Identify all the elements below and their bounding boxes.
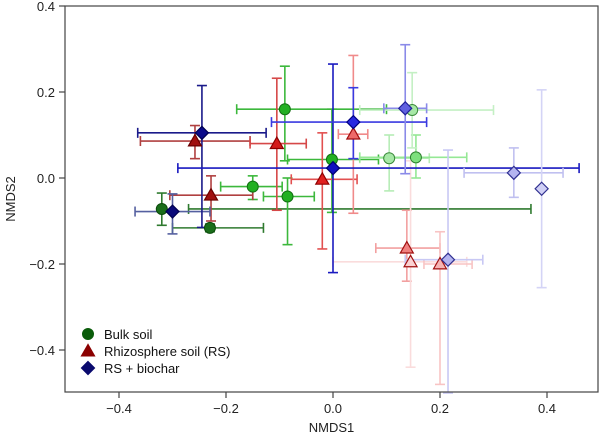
rhizosphere-point (203, 187, 219, 201)
error-bars-layer (134, 43, 580, 394)
bulk-soil-point (246, 180, 259, 193)
x-tick-label: −0.4 (106, 401, 132, 416)
rs-biochar-point (165, 204, 180, 219)
rs-biochar-point (194, 125, 210, 141)
legend-marker-diamond (80, 360, 96, 376)
rhizosphere-point (269, 135, 285, 150)
error-bar (171, 222, 265, 233)
legend-label: Rhizosphere soil (RS) (104, 344, 230, 359)
legend-marker-circle (82, 328, 94, 340)
bulk-soil-point (278, 103, 291, 116)
y-tick-label: −0.2 (29, 257, 55, 272)
y-tick-label: 0.2 (37, 85, 55, 100)
rs-biochar-point (506, 165, 522, 181)
bulk-soil-point (409, 151, 422, 164)
rhizosphere-point (399, 240, 415, 254)
x-tick-label: 0.4 (538, 401, 556, 416)
error-bar (290, 132, 358, 250)
markers-layer (155, 100, 549, 270)
rhizosphere-point (432, 256, 448, 270)
bulk-soil-point (203, 221, 216, 234)
rs-biochar-point (534, 181, 549, 197)
y-tick-label: 0.4 (37, 0, 55, 14)
x-tick-label: 0.2 (431, 401, 449, 416)
plot-frame (64, 5, 599, 393)
rhizosphere-point (345, 126, 361, 140)
x-tick-label: 0.0 (324, 401, 342, 416)
error-bar (404, 149, 484, 394)
error-bar (156, 192, 532, 227)
rs-biochar-point (325, 160, 341, 176)
rhizosphere-point (314, 171, 330, 185)
rs-biochar-point (440, 252, 456, 268)
x-tick-label: −0.2 (213, 401, 239, 416)
y-axis-title: NMDS2 (3, 176, 18, 222)
legend-item: Rhizosphere soil (RS) (80, 343, 230, 359)
error-bar (358, 134, 431, 192)
error-bar (177, 63, 580, 274)
rhizosphere-point (187, 133, 203, 147)
legend-label: RS + biochar (104, 361, 180, 376)
y-tick-label: −0.4 (29, 343, 55, 358)
bulk-soil-point (383, 152, 396, 165)
rs-biochar-point (345, 114, 361, 130)
y-tick-label: 0.0 (37, 171, 55, 186)
legend-item: Bulk soil (82, 327, 153, 342)
legend-item: RS + biochar (80, 360, 180, 376)
x-axis-title: NMDS1 (309, 420, 355, 435)
rhizosphere-point (403, 254, 419, 268)
legend-label: Bulk soil (104, 327, 153, 342)
rs-biochar-point (397, 100, 413, 116)
legend-marker-triangle (80, 343, 96, 357)
bulk-soil-point (155, 202, 168, 215)
error-bar (235, 65, 388, 162)
legend: Bulk soil Rhizosphere soil (RS) RS + bioch… (80, 327, 230, 376)
x-axis: −0.4 −0.2 0.0 0.2 0.4 (106, 392, 556, 416)
y-axis: −0.4 −0.2 0.0 0.2 0.4 (29, 0, 65, 358)
error-bar (262, 177, 316, 246)
bulk-soil-point (281, 190, 294, 203)
